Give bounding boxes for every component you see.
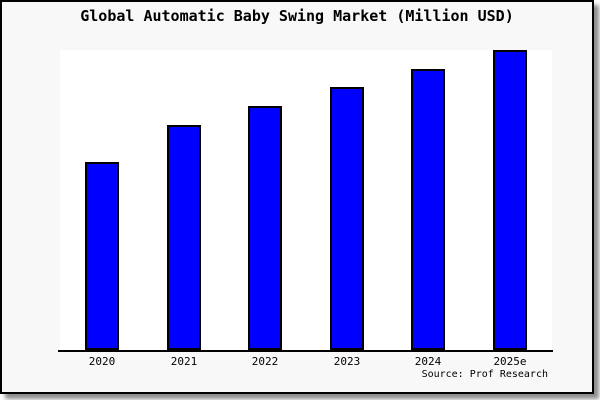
bar-2023 [330, 87, 364, 350]
x-tick-label-2023: 2023 [333, 355, 361, 368]
bar-2025e [493, 50, 527, 350]
bar-2022 [248, 106, 282, 350]
bar-2024 [411, 69, 445, 350]
x-tick-label-2025e: 2025e [493, 355, 527, 368]
chart-panel: Global Automatic Baby Swing Market (Mill… [0, 0, 594, 394]
x-tick-label-2024: 2024 [414, 355, 442, 368]
x-tick-label-2021: 2021 [170, 355, 198, 368]
bar-2020 [85, 162, 119, 350]
x-tick-label-2022: 2022 [251, 355, 279, 368]
bar-2021 [167, 125, 201, 350]
plot-area [60, 50, 552, 350]
chart-title: Global Automatic Baby Swing Market (Mill… [80, 7, 514, 25]
x-axis-line [58, 350, 553, 352]
source-credit: Source: Prof Research [421, 369, 548, 380]
x-tick-label-2020: 2020 [88, 355, 116, 368]
